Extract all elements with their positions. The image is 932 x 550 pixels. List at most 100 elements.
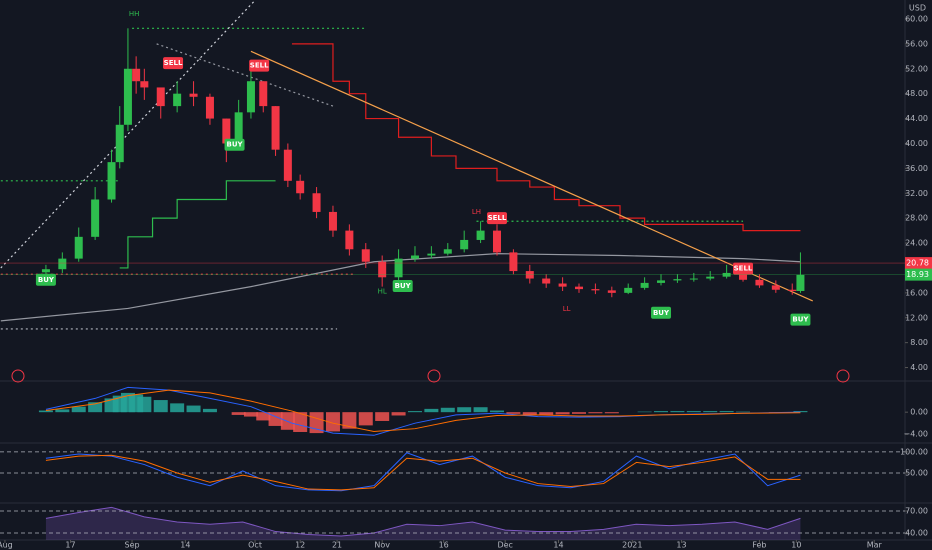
x-tick-label: 12 <box>295 541 305 550</box>
candle-body <box>476 230 485 240</box>
candle-body <box>394 258 403 278</box>
histogram-bar <box>473 407 488 413</box>
candle-body <box>410 255 419 259</box>
histogram-bar <box>588 412 603 414</box>
candle-body <box>91 199 100 237</box>
overlay-line <box>0 253 801 322</box>
candle-body <box>189 93 198 97</box>
y-tick-label: 28.00 <box>905 214 928 223</box>
histogram-bar <box>686 411 701 413</box>
histogram-bar <box>325 412 340 432</box>
indicator-line <box>45 454 801 491</box>
earnings-markers <box>11 369 850 383</box>
indicator-line <box>45 389 801 432</box>
candle-body <box>123 68 132 125</box>
y-tick-label: 100.00 <box>900 447 928 456</box>
candle-body <box>607 290 616 293</box>
candle-body <box>222 118 231 144</box>
candle-body <box>673 279 682 281</box>
histogram-bar <box>424 408 439 413</box>
histogram-bar <box>391 412 406 416</box>
y-tick-label: 4.00 <box>910 363 928 372</box>
histogram-bar <box>719 411 734 413</box>
candle-body <box>140 81 149 88</box>
histogram-bar <box>522 412 537 415</box>
histogram-bar <box>793 411 808 413</box>
candle-body <box>283 149 292 181</box>
earnings-marker[interactable] <box>836 369 850 383</box>
candle-body <box>115 124 124 163</box>
y-tick-label: 36.00 <box>905 164 928 173</box>
candle-body <box>205 96 214 119</box>
histogram-bar <box>457 407 472 413</box>
histogram-bar <box>506 412 521 414</box>
candle-body <box>427 253 436 256</box>
signal-badge <box>224 138 245 151</box>
signal-label: BUY <box>38 276 55 284</box>
indicator-line <box>45 452 801 492</box>
signal-label: SELL <box>250 62 269 70</box>
candle-body <box>640 282 649 288</box>
x-tick-label: Dec <box>497 541 512 550</box>
x-tick-label: 10 <box>791 541 801 550</box>
pivot-label: HH <box>129 10 140 18</box>
candle-body <box>657 280 666 283</box>
x-tick-label: 14 <box>553 541 563 550</box>
histogram-bar <box>256 412 271 421</box>
histogram-bar <box>654 411 669 413</box>
histogram-bar <box>604 412 619 414</box>
price-badge <box>905 268 932 281</box>
signal-badge <box>35 273 56 286</box>
histogram-bar <box>186 405 201 413</box>
signal-label: SELL <box>734 265 753 273</box>
candle-body <box>739 272 748 280</box>
candle-body <box>771 285 780 290</box>
currency-label: USD <box>909 4 926 13</box>
histogram-bar <box>243 412 258 417</box>
earnings-marker[interactable] <box>427 369 441 383</box>
histogram-bar <box>555 412 570 415</box>
pivot-label: LH <box>472 208 481 216</box>
y-tick-label: 12.00 <box>905 313 928 322</box>
y-tick-label: 44.00 <box>905 114 928 123</box>
candle-body <box>156 87 165 107</box>
candle-body <box>132 68 141 82</box>
signal-label: BUY <box>653 309 670 317</box>
histogram-bar <box>137 396 152 413</box>
earnings-marker[interactable] <box>11 369 25 383</box>
candle-body <box>345 230 354 250</box>
y-tick-label: 52.00 <box>905 64 928 73</box>
y-tick-label: 0.00 <box>910 408 928 417</box>
signal-label: BUY <box>792 316 809 324</box>
signal-label: BUY <box>395 282 412 290</box>
candle-body <box>706 276 715 279</box>
candle-body <box>107 162 116 200</box>
histogram-bar <box>280 412 295 430</box>
histogram-bar <box>358 412 373 426</box>
signal-badge <box>392 280 413 293</box>
candle-body <box>378 261 387 278</box>
candle-body <box>591 289 600 291</box>
candle-body <box>575 286 584 290</box>
candle-body <box>296 180 305 194</box>
candle-body <box>312 193 321 212</box>
x-tick-label: Feb <box>752 541 766 550</box>
histogram-bar <box>539 412 554 415</box>
overlay-line <box>119 180 276 269</box>
histogram-bar <box>407 411 422 413</box>
y-tick-label: 48.00 <box>905 89 928 98</box>
histogram-bar <box>736 411 751 413</box>
candle-body <box>328 211 337 231</box>
signal-badge <box>249 59 270 72</box>
candle-body <box>173 93 182 107</box>
candle-body <box>361 249 370 262</box>
histogram-bar <box>55 409 70 413</box>
price-badge-label: 20.78 <box>906 259 929 268</box>
candle-body <box>755 279 764 286</box>
candle-body <box>542 278 551 284</box>
y-tick-label: 70.00 <box>905 507 928 516</box>
y-tick-label: 40.00 <box>905 139 928 148</box>
histogram-bar <box>670 411 685 413</box>
signal-badge <box>733 262 754 275</box>
